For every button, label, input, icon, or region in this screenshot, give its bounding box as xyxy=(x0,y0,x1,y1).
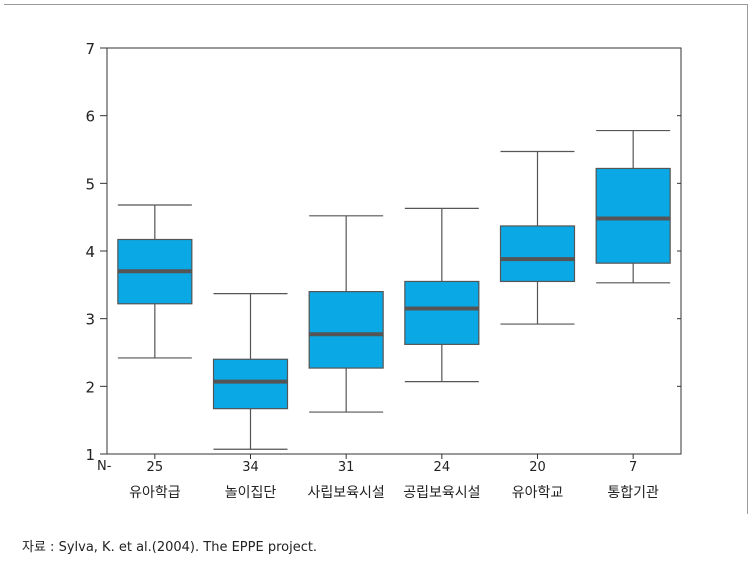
box-5 xyxy=(499,150,576,325)
n-count-label: 25 xyxy=(147,460,164,475)
source-note: 자료 : Sylva, K. et al.(2004). The EPPE pr… xyxy=(22,540,318,555)
n-count-label: 34 xyxy=(242,460,259,475)
category-label: 놀이집단 xyxy=(225,485,277,501)
y-tick-label: 2 xyxy=(85,378,95,396)
category-label: 공립보육시설 xyxy=(403,485,480,501)
iqr-box xyxy=(595,167,671,264)
boxes xyxy=(117,129,671,450)
y-tick-label: 4 xyxy=(85,243,95,261)
box-6 xyxy=(595,129,671,284)
iqr-box xyxy=(499,225,576,283)
y-tick-label: 5 xyxy=(85,175,95,193)
y-tick-label: 1 xyxy=(85,446,95,464)
y-tick-label: 3 xyxy=(85,311,95,329)
y-axis: 1 2 3 4 5 6 7 xyxy=(85,40,681,464)
category-label: 사립보육시설 xyxy=(308,485,385,501)
box-4 xyxy=(404,207,480,383)
box-2 xyxy=(212,293,289,450)
iqr-box xyxy=(212,358,289,410)
box-1 xyxy=(117,204,193,359)
box-3 xyxy=(308,215,384,413)
plot-area xyxy=(106,47,682,455)
n-count-label: 24 xyxy=(434,460,451,475)
x-axis-labels: N- 25 유아학급 34 놀이집단 31 사립보육시설 24 공립보육시설 20 유아학교 7 통합기… xyxy=(97,454,659,501)
y-tick-label: 6 xyxy=(85,108,95,126)
n-count-label: 20 xyxy=(529,460,546,475)
iqr-box xyxy=(404,280,480,345)
figure-frame xyxy=(4,4,748,514)
category-label: 유아학급 xyxy=(129,485,181,501)
category-label: 유아학교 xyxy=(512,485,564,501)
category-label: 통합기관 xyxy=(607,485,659,501)
n-count-label: 7 xyxy=(629,460,637,475)
n-prefix-label: N- xyxy=(97,459,112,474)
n-count-label: 31 xyxy=(338,460,355,475)
iqr-box xyxy=(308,291,384,369)
y-tick-label: 7 xyxy=(85,40,95,58)
